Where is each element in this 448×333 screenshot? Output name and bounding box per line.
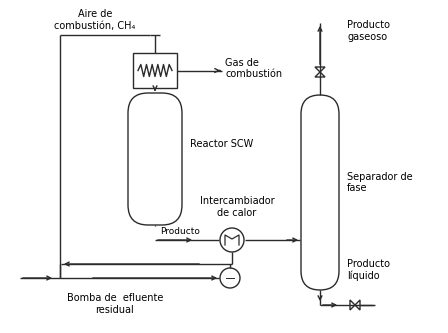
Bar xyxy=(133,53,177,88)
Text: Intercambiador
de calor: Intercambiador de calor xyxy=(200,196,274,218)
Text: Bomba de  efluente
residual: Bomba de efluente residual xyxy=(67,293,163,315)
Text: Gas de
combustión: Gas de combustión xyxy=(225,58,282,79)
Text: Producto: Producto xyxy=(160,227,200,236)
Text: Separador de
fase: Separador de fase xyxy=(347,172,413,193)
Text: Producto
líquido: Producto líquido xyxy=(347,259,390,281)
Text: Reactor SCW: Reactor SCW xyxy=(190,139,253,149)
Text: Producto
gaseoso: Producto gaseoso xyxy=(347,20,390,42)
Text: Aire de
combustión, CH₄: Aire de combustión, CH₄ xyxy=(54,9,136,31)
